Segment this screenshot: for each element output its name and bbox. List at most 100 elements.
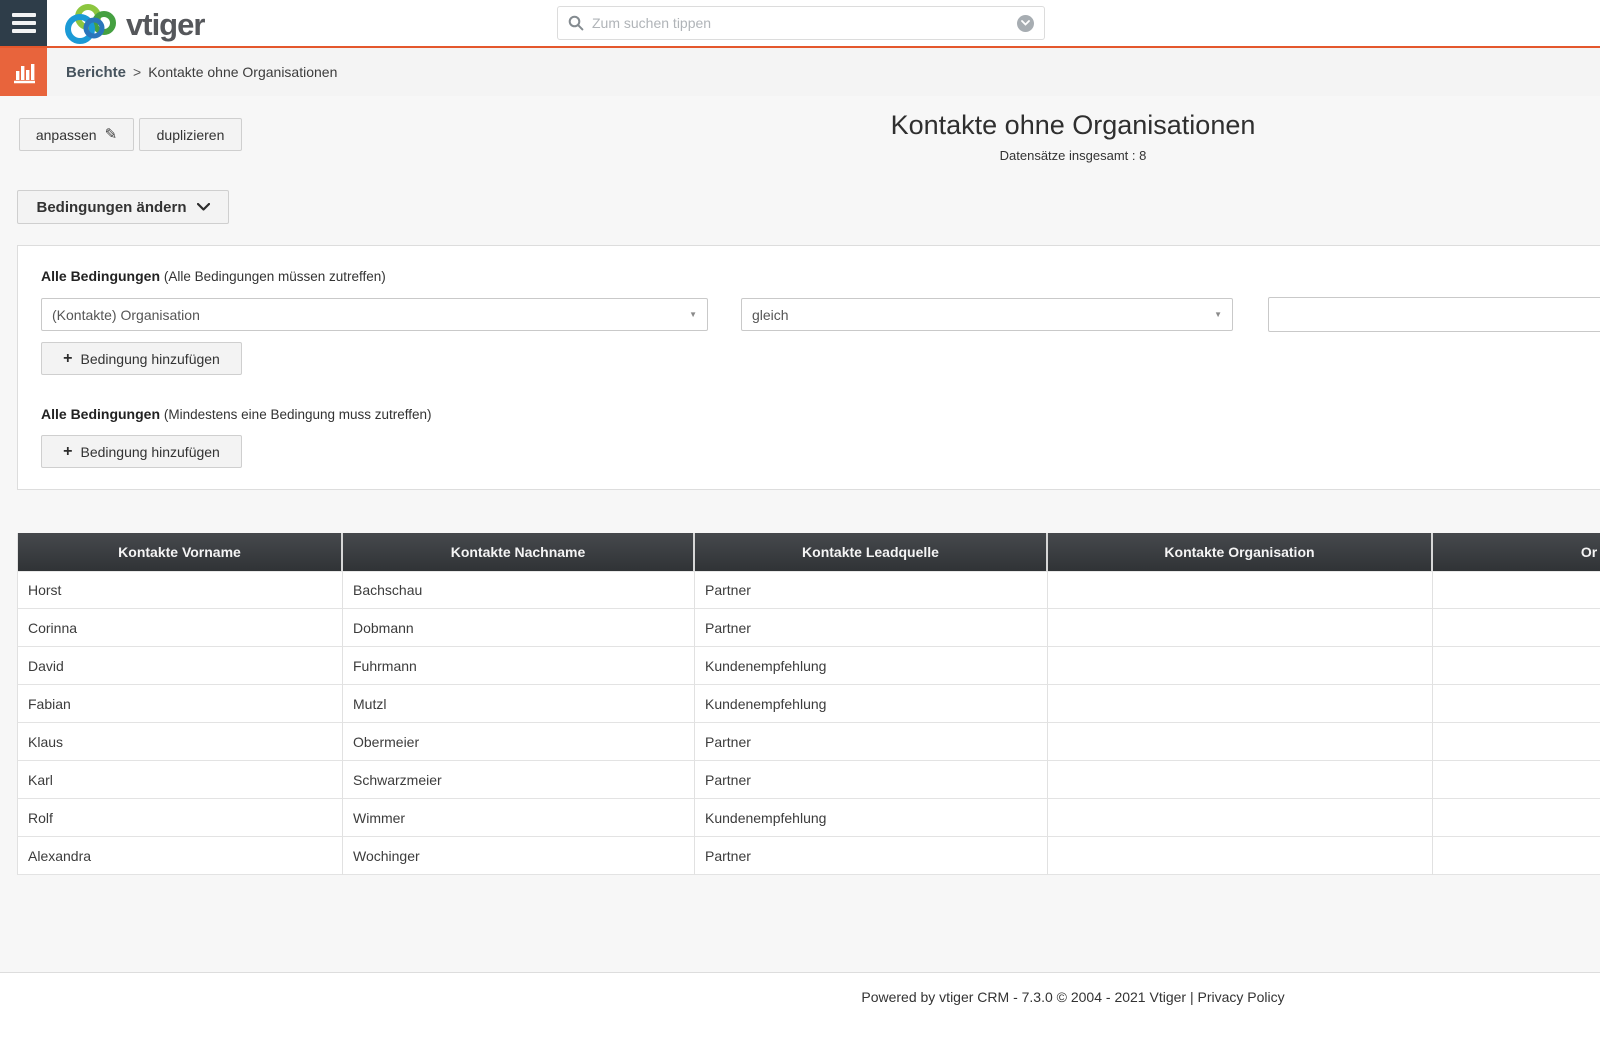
cell-extra [1433, 647, 1600, 685]
cell-leadquelle: Partner [695, 837, 1048, 875]
cell-vorname: Rolf [17, 799, 343, 837]
top-bar: vtiger [0, 0, 1600, 48]
breadcrumb-separator: > [133, 64, 142, 80]
any-conditions-label: Alle Bedingungen (Mindestens eine Beding… [41, 406, 432, 422]
footer: Powered by vtiger CRM - 7.3.0 © 2004 - 2… [0, 972, 1600, 1064]
cell-nachname: Wochinger [343, 837, 695, 875]
add-condition-button-all[interactable]: + Bedingung hinzufügen [41, 342, 242, 375]
cell-nachname: Dobmann [343, 609, 695, 647]
add-condition-button-any[interactable]: + Bedingung hinzufügen [41, 435, 242, 468]
cell-leadquelle: Partner [695, 761, 1048, 799]
condition-operator-select[interactable]: gleich ▼ [741, 298, 1233, 331]
any-conditions-hint: (Mindestens eine Bedingung muss zutreffe… [163, 407, 432, 422]
cell-extra [1433, 837, 1600, 875]
change-conditions-button[interactable]: Bedingungen ändern [17, 190, 229, 224]
bar-chart-icon [13, 64, 35, 84]
reports-module-icon [0, 48, 47, 96]
cell-leadquelle: Kundenempfehlung [695, 685, 1048, 723]
hamburger-menu-icon[interactable] [0, 0, 47, 46]
condition-field-select[interactable]: (Kontakte) Organisation ▼ [41, 298, 708, 331]
table-row: Klaus Obermeier Partner [17, 723, 1600, 761]
breadcrumb: Berichte > Kontakte ohne Organisationen [66, 48, 337, 96]
cell-nachname: Fuhrmann [343, 647, 695, 685]
breadcrumb-module-link[interactable]: Berichte [66, 63, 127, 81]
condition-field-value: (Kontakte) Organisation [52, 306, 200, 323]
vtiger-logo-text: vtiger [126, 6, 205, 42]
table-row: Corinna Dobmann Partner [17, 609, 1600, 647]
cell-vorname: David [17, 647, 343, 685]
search-icon [568, 15, 584, 31]
add-condition-label: Bedingung hinzufügen [80, 443, 220, 460]
column-header-vorname: Kontakte Vorname [17, 533, 343, 571]
cell-extra [1433, 761, 1600, 799]
cell-organisation [1048, 837, 1433, 875]
column-header-leadquelle: Kontakte Leadquelle [695, 533, 1048, 571]
select-caret-icon: ▼ [689, 310, 697, 319]
duplicate-button[interactable]: duplizieren [139, 118, 242, 151]
cell-extra [1433, 571, 1600, 609]
change-conditions-label: Bedingungen ändern [36, 198, 187, 216]
report-header: Kontakte ohne Organisationen Datensätze … [0, 110, 1600, 163]
cell-nachname: Schwarzmeier [343, 761, 695, 799]
privacy-policy-link[interactable]: Privacy Policy [1197, 989, 1285, 1005]
cell-leadquelle: Partner [695, 571, 1048, 609]
cell-leadquelle: Partner [695, 609, 1048, 647]
search-input[interactable] [592, 15, 1017, 31]
cell-leadquelle: Partner [695, 723, 1048, 761]
cell-extra [1433, 799, 1600, 837]
condition-operator-value: gleich [752, 306, 789, 323]
cell-organisation [1048, 799, 1433, 837]
cell-organisation [1048, 647, 1433, 685]
cell-vorname: Karl [17, 761, 343, 799]
cell-organisation [1048, 571, 1433, 609]
all-conditions-title: Alle Bedingungen [41, 268, 160, 284]
cell-nachname: Obermeier [343, 723, 695, 761]
condition-value-input[interactable] [1268, 297, 1600, 332]
column-header-partial: Or [1433, 533, 1600, 571]
customize-button-label: anpassen [35, 126, 97, 143]
table-row: David Fuhrmann Kundenempfehlung [17, 647, 1600, 685]
column-header-organisation: Kontakte Organisation [1048, 533, 1433, 571]
cell-vorname: Horst [17, 571, 343, 609]
all-conditions-hint: (Alle Bedingungen müssen zutreffen) [163, 269, 386, 284]
cell-nachname: Wimmer [343, 799, 695, 837]
plus-icon: + [63, 349, 73, 367]
add-condition-label: Bedingung hinzufügen [80, 350, 220, 367]
global-search [557, 6, 1045, 40]
cell-vorname: Fabian [17, 685, 343, 723]
cell-vorname: Klaus [17, 723, 343, 761]
table-row: Horst Bachschau Partner [17, 571, 1600, 609]
report-table: Kontakte Vorname Kontakte Nachname Konta… [17, 533, 1600, 875]
table-row: Rolf Wimmer Kundenempfehlung [17, 799, 1600, 837]
cell-leadquelle: Kundenempfehlung [695, 799, 1048, 837]
cell-vorname: Alexandra [17, 837, 343, 875]
cell-leadquelle: Kundenempfehlung [695, 647, 1048, 685]
page-title: Kontakte ohne Organisationen [890, 110, 1256, 140]
table-row: Karl Schwarzmeier Partner [17, 761, 1600, 799]
duplicate-button-label: duplizieren [156, 126, 225, 143]
breadcrumb-page: Kontakte ohne Organisationen [148, 64, 338, 80]
vtiger-cloud-icon [65, 4, 116, 44]
select-caret-icon: ▼ [1214, 310, 1222, 319]
conditions-panel: Alle Bedingungen (Alle Bedingungen müsse… [17, 245, 1600, 490]
footer-text: Powered by vtiger CRM - 7.3.0 © 2004 - 2… [861, 989, 1194, 1005]
cell-organisation [1048, 761, 1433, 799]
table-row: Alexandra Wochinger Partner [17, 837, 1600, 875]
cell-organisation [1048, 723, 1433, 761]
cell-extra [1433, 609, 1600, 647]
vtiger-logo[interactable]: vtiger [58, 2, 205, 46]
cell-nachname: Mutzl [343, 685, 695, 723]
table-row: Fabian Mutzl Kundenempfehlung [17, 685, 1600, 723]
plus-icon: + [63, 442, 73, 460]
pencil-icon: ✎ [104, 126, 118, 143]
search-options-chevron-icon[interactable] [1017, 14, 1034, 32]
cell-nachname: Bachschau [343, 571, 695, 609]
column-header-nachname: Kontakte Nachname [343, 533, 695, 571]
breadcrumb-bar: Berichte > Kontakte ohne Organisationen [0, 48, 1600, 96]
cell-organisation [1048, 685, 1433, 723]
table-header-row: Kontakte Vorname Kontakte Nachname Konta… [17, 533, 1600, 571]
customize-button[interactable]: anpassen ✎ [19, 118, 134, 151]
any-conditions-title: Alle Bedingungen [41, 406, 160, 422]
records-total: Datensätze insgesamt : 8 [999, 148, 1147, 163]
